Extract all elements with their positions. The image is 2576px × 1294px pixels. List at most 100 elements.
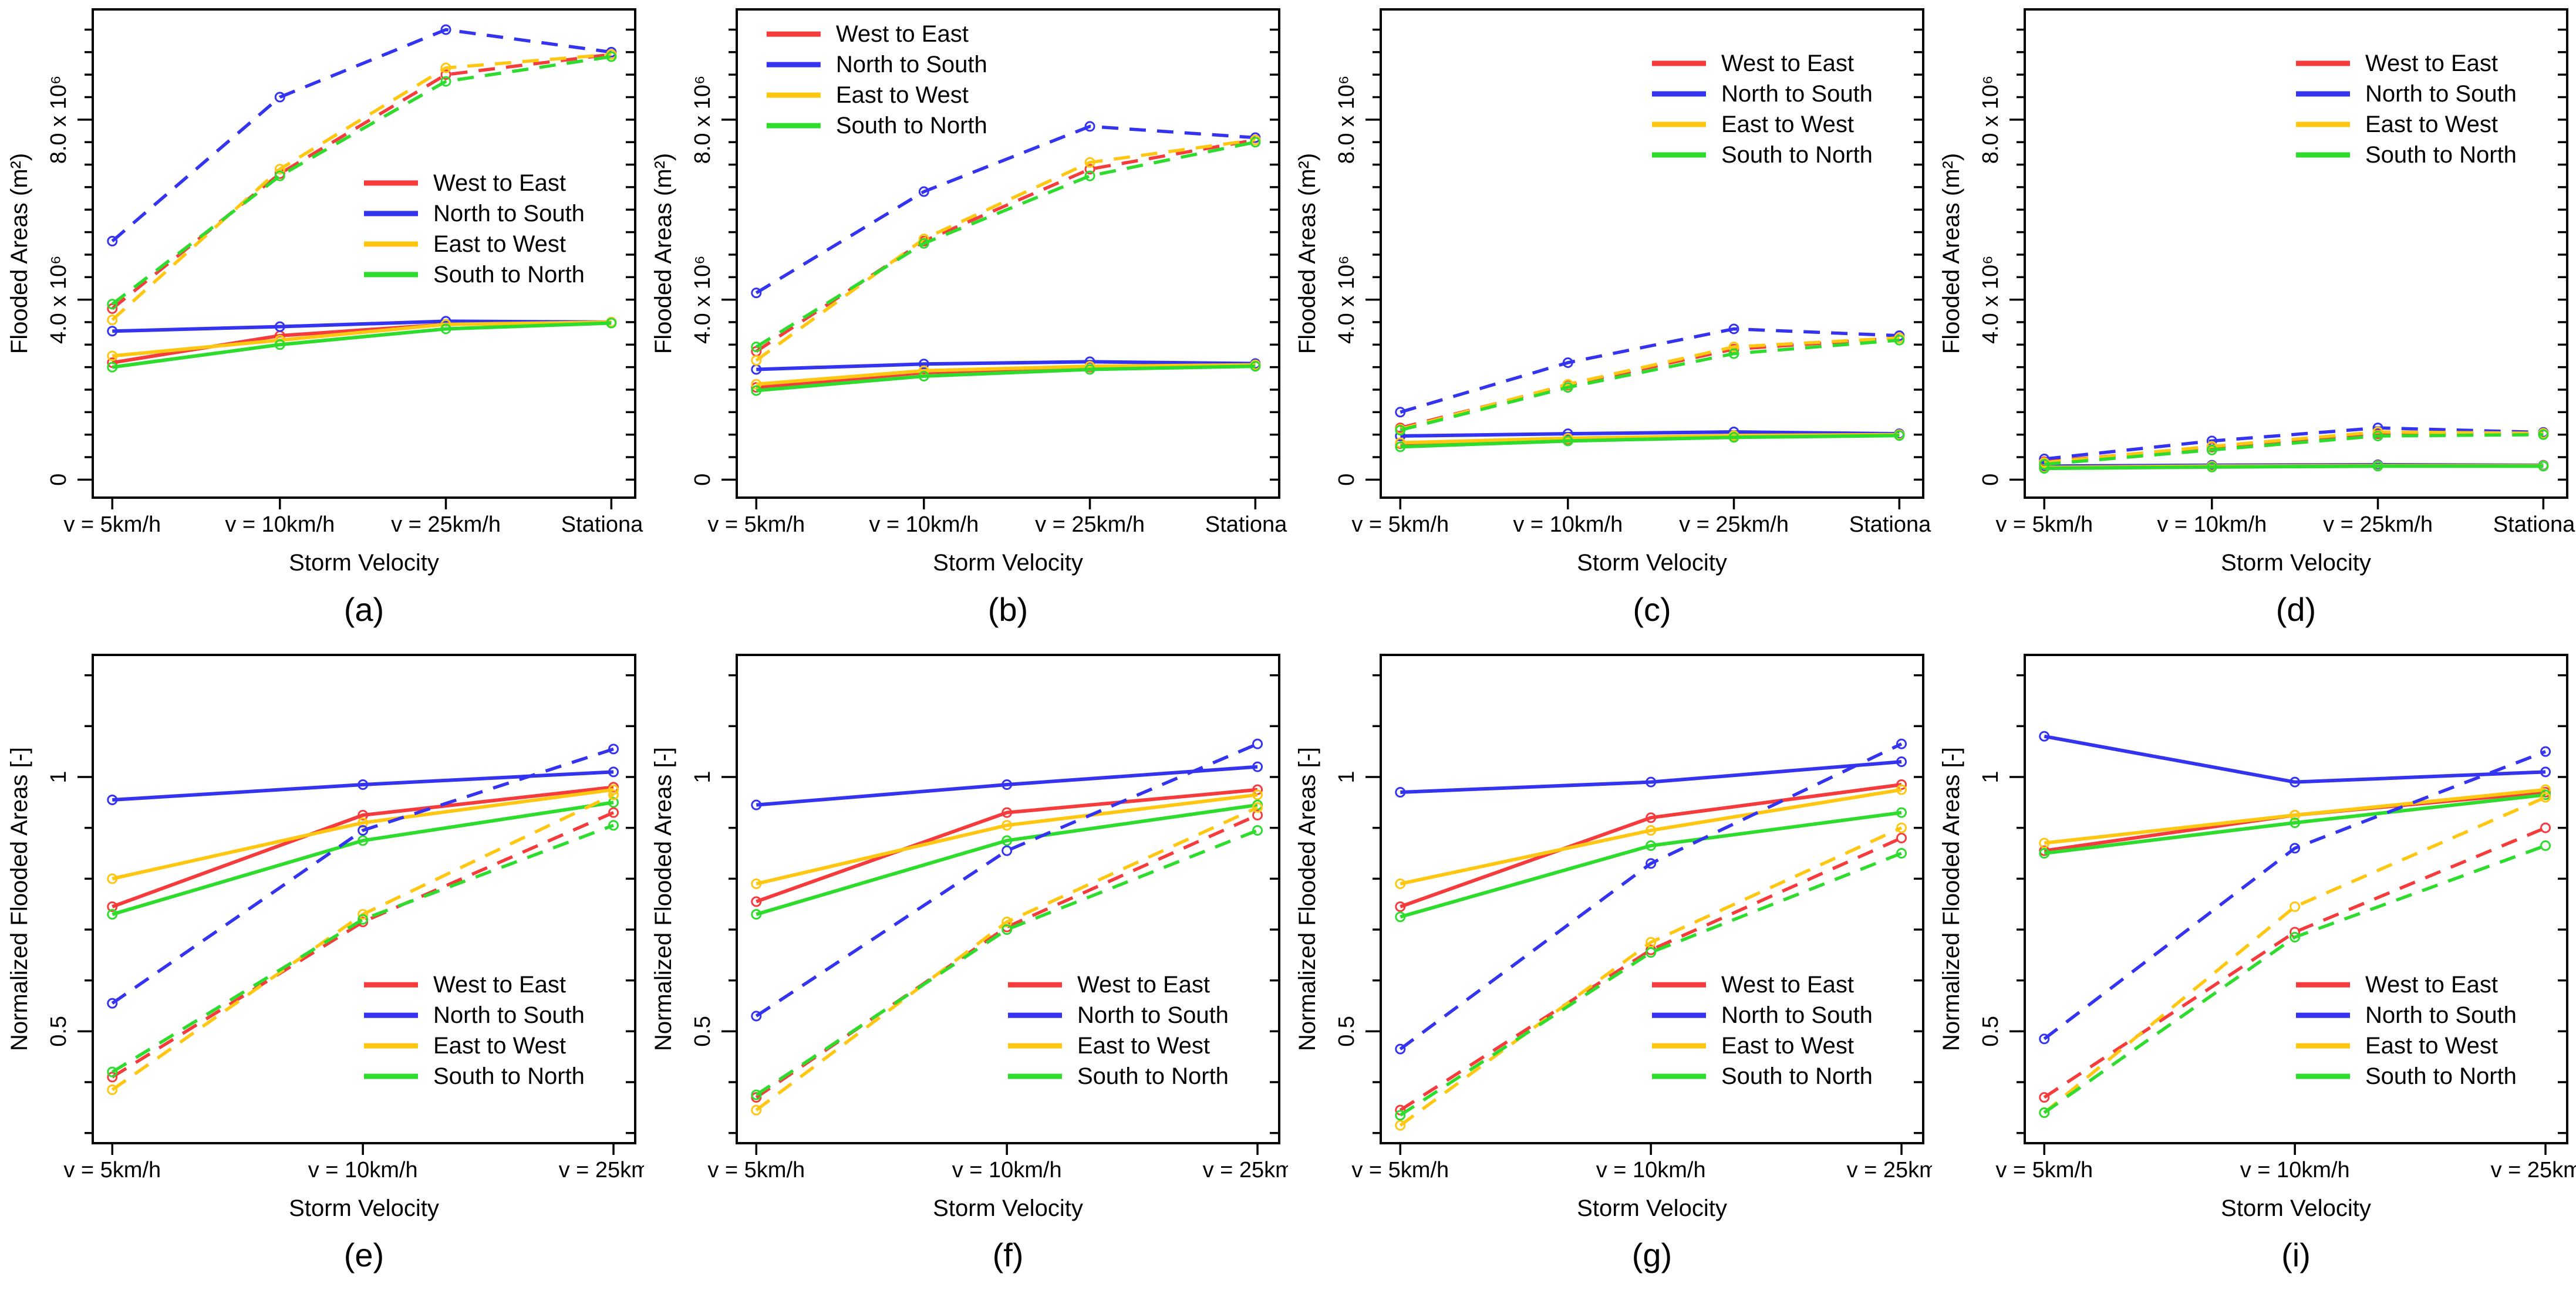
plot-box <box>92 8 636 499</box>
series-solid-south_to_north <box>1400 434 1900 449</box>
x-tick-label: Stationary <box>561 512 644 537</box>
marker-east_to_west <box>107 315 118 326</box>
marker-west_to_east <box>1896 779 1907 790</box>
marker-south_to_north <box>274 170 285 181</box>
marker-south_to_north <box>751 385 762 396</box>
x-tick-label: v = 25km/h <box>2323 512 2433 537</box>
marker-east_to_west <box>1646 825 1657 836</box>
legend-label: West to East <box>836 21 969 47</box>
marker-east_to_west <box>751 879 762 889</box>
marker-east_to_west <box>751 379 762 390</box>
marker-west_to_east <box>1896 833 1907 843</box>
marker-north_to_south <box>274 321 285 332</box>
marker-east_to_west <box>107 1084 118 1095</box>
marker-north_to_south <box>1896 738 1907 749</box>
legend-label: East to West <box>2365 1033 2498 1059</box>
marker-east_to_west <box>2039 837 2050 849</box>
legend-label: East to West <box>1721 1033 1854 1059</box>
y-tick-label: 8.0 x 10⁶ <box>46 75 71 164</box>
legend-label: North to South <box>2365 1002 2517 1028</box>
y-tick-label: 0.5 <box>1334 1016 1359 1047</box>
marker-north_to_south <box>2039 1033 2050 1045</box>
y-axis: 0 4.0 x 10⁶ 8.0 x 10⁶ <box>1978 28 2567 486</box>
marker-west_to_east <box>1646 812 1657 823</box>
x-axis-title: Storm Velocity <box>933 1195 1083 1221</box>
legend-label: East to West <box>1077 1033 1210 1059</box>
y-axis-title: Flooded Areas (m²) <box>1294 153 1320 354</box>
series-solid-east_to_west <box>756 793 1258 886</box>
y-tick-label: 0 <box>1334 474 1359 486</box>
marker-north_to_south <box>751 1011 762 1022</box>
legend-label: North to South <box>1721 81 1873 107</box>
legend: West to East North to South East to West So… <box>1652 50 1873 168</box>
panel-letter: (a) <box>344 591 384 628</box>
series-solid-west_to_east <box>112 785 614 908</box>
marker-south_to_north <box>2039 1107 2050 1118</box>
legend-label: South to North <box>1077 1063 1229 1089</box>
series-dashed-west_to_east <box>1400 336 1900 430</box>
legend-label: North to South <box>1721 1002 1873 1028</box>
x-tick-label: v = 25km/h <box>2491 1158 2576 1182</box>
marker-west_to_east <box>1252 810 1263 820</box>
marker-north_to_south <box>1395 787 1406 798</box>
legend-label: West to East <box>433 972 566 998</box>
legend-label: North to South <box>433 1002 585 1028</box>
marker-north_to_south <box>751 799 762 810</box>
marker-west_to_east <box>107 303 118 314</box>
x-axis: v = 5km/h v = 10km/h v = 25km/h Stationary <box>1351 498 1950 537</box>
x-axis: v = 5km/h v = 10km/h v = 25km/h <box>707 1143 1313 1182</box>
x-tick-label: v = 25km/h <box>391 512 501 537</box>
marker-south_to_north <box>1894 430 1905 441</box>
marker-south_to_north <box>1395 1110 1406 1121</box>
marker-north_to_south <box>358 825 369 836</box>
marker-west_to_east <box>2540 822 2551 833</box>
series-dashed-north_to_south <box>1400 327 1900 414</box>
marker-south_to_north <box>1252 825 1263 836</box>
x-tick-label: Stationary <box>1205 512 1288 537</box>
series-dashed-east_to_west <box>2043 796 2547 1114</box>
legend-label: South to North <box>433 1063 585 1089</box>
marker-east_to_west <box>608 784 619 795</box>
marker-east_to_west <box>2540 784 2551 795</box>
plot-box <box>736 8 1280 499</box>
x-axis: v = 5km/h v = 10km/h v = 25km/h <box>63 1143 669 1182</box>
x-tick-label: v = 5km/h <box>1351 1158 1449 1182</box>
panel-b: 0 4.0 x 10⁶ 8.0 x 10⁶ v = 5km/h v = 10km/h v … <box>644 0 1306 646</box>
marker-west_to_east <box>1084 164 1095 175</box>
marker-south_to_north <box>1562 382 1573 393</box>
panel-a: 0 4.0 x 10⁶ 8.0 x 10⁶ v = 5km/h v = 10km/h v … <box>0 0 662 646</box>
series-dashed-south_to_north <box>2043 844 2546 1114</box>
marker-north_to_south <box>1252 761 1263 772</box>
series-solid-north_to_south <box>1400 760 1902 794</box>
marker-south_to_north <box>2540 840 2551 851</box>
marker-south_to_north <box>2039 848 2050 859</box>
series-dashed-south_to_north <box>755 829 1259 1096</box>
marker-south_to_north <box>918 370 929 381</box>
x-tick-label: v = 5km/h <box>1995 1158 2093 1182</box>
series-dashed-east_to_west <box>1399 826 1903 1127</box>
panel-letter: (i) <box>2281 1236 2311 1273</box>
series-solid-east_to_west <box>2044 788 2546 845</box>
series-solid-south_to_north <box>756 803 1258 916</box>
marker-south_to_north <box>918 238 929 249</box>
marker-north_to_south <box>440 24 451 35</box>
y-axis: 0.51 <box>46 674 635 1134</box>
y-axis-title: Normalized Flooded Areas [-] <box>6 747 32 1051</box>
series-solid-west_to_east <box>756 788 1258 904</box>
series-dashed-east_to_west <box>111 52 612 322</box>
x-axis-title: Storm Velocity <box>289 550 439 576</box>
legend: West to East North to South East to West So… <box>364 972 585 1089</box>
marker-east_to_west <box>751 1104 762 1116</box>
x-axis-title: Storm Velocity <box>2221 550 2371 576</box>
panel-letter: (g) <box>1632 1236 1672 1273</box>
marker-south_to_north <box>358 835 369 846</box>
marker-east_to_west <box>1395 437 1406 448</box>
legend-label: North to South <box>836 52 987 77</box>
legend-label: South to North <box>433 262 585 288</box>
y-tick-label: 0.5 <box>1978 1016 2003 1047</box>
series-dashed-west_to_east <box>111 52 612 310</box>
marker-south_to_north <box>1728 348 1739 359</box>
marker-north_to_south <box>1252 738 1263 749</box>
marker-north_to_south <box>1646 776 1657 788</box>
